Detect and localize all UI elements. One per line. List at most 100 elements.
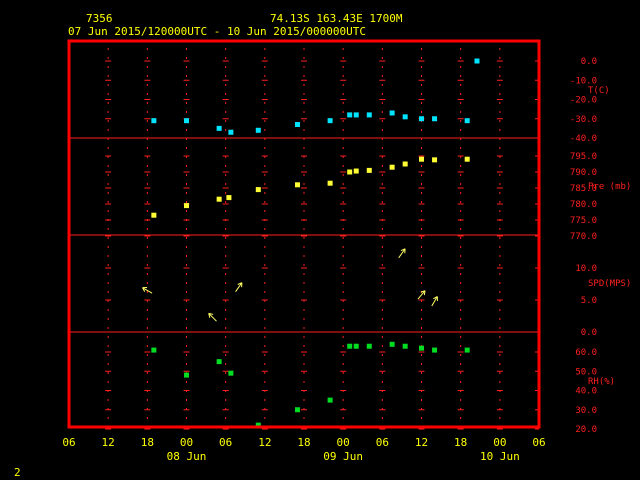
data-point — [216, 359, 222, 365]
data-point — [366, 167, 372, 173]
data-point — [366, 112, 372, 118]
data-point — [464, 156, 470, 162]
data-point — [255, 127, 261, 133]
y-tick-label: 790.0 — [570, 168, 597, 178]
station-location: 74.13S 163.43E 1700M — [270, 12, 403, 25]
y-tick-label: 40.0 — [575, 387, 597, 397]
data-point — [327, 118, 333, 124]
x-tick-label: 00 — [337, 436, 350, 449]
data-point — [327, 180, 333, 186]
data-point — [216, 125, 222, 131]
data-point — [347, 112, 353, 118]
data-point — [474, 58, 480, 64]
x-tick-label: 18 — [141, 436, 154, 449]
station-id: 7356 — [86, 12, 113, 25]
data-point — [327, 397, 333, 403]
data-point — [255, 187, 261, 193]
wind-arrow — [235, 282, 243, 292]
wind-arrow — [208, 312, 217, 322]
panel-label: SPD(MPS) — [588, 279, 631, 289]
y-tick-label: 20.0 — [575, 425, 597, 435]
grid-layer — [69, 48, 539, 430]
data-point — [402, 343, 408, 349]
y-tick-label: 780.0 — [570, 200, 597, 210]
data-point — [353, 112, 359, 118]
data-point — [366, 343, 372, 349]
panel-label: RH(%) — [588, 377, 615, 387]
x-tick-label: 18 — [454, 436, 467, 449]
data-point — [184, 372, 189, 378]
data-point — [419, 156, 424, 162]
x-tick-label: 00 — [180, 436, 193, 449]
x-date-label: 09 Jun — [323, 450, 363, 463]
data-point — [151, 118, 157, 124]
y-tick-label: 0.0 — [581, 328, 597, 338]
data-point — [294, 182, 300, 188]
panel-label: Pre (mb) — [588, 182, 631, 192]
x-tick-label: 00 — [493, 436, 506, 449]
x-tick-label: 06 — [62, 436, 75, 449]
data-point — [432, 116, 438, 122]
data-point — [432, 157, 438, 163]
y-tick-label: -20.0 — [570, 96, 597, 106]
y-tick-label: -10.0 — [570, 76, 597, 86]
data-layer — [142, 58, 480, 428]
y-tick-label: -30.0 — [570, 115, 597, 125]
wind-arrow — [417, 290, 426, 300]
x-date-label: 08 Jun — [167, 450, 207, 463]
plot-frame — [67, 39, 541, 429]
data-point — [228, 370, 234, 376]
data-point — [347, 169, 353, 175]
data-point — [228, 129, 234, 135]
y-tick-label: 30.0 — [575, 406, 597, 416]
wind-arrow — [398, 248, 406, 259]
y-tick-label: 775.0 — [570, 216, 597, 226]
x-tick-label: 18 — [297, 436, 310, 449]
data-point — [184, 118, 189, 124]
data-point — [464, 347, 470, 353]
wind-arrow — [431, 296, 438, 307]
data-point — [419, 345, 424, 351]
data-point — [464, 118, 470, 124]
data-point — [419, 116, 424, 122]
wind-arrow — [142, 287, 153, 294]
page-number: 2 — [14, 466, 21, 479]
x-tick-label: 12 — [415, 436, 428, 449]
y-tick-label: 50.0 — [575, 367, 597, 377]
data-point — [255, 422, 261, 428]
x-tick-label: 06 — [376, 436, 389, 449]
axis-labels: 0.0 -10.0 -20.0 -30.0 -40.0 T(C) 795.0 790.0 785… — [62, 57, 631, 463]
data-point — [184, 203, 189, 209]
time-period: 07 Jun 2015/120000UTC - 10 Jun 2015/0000… — [68, 25, 366, 38]
data-point — [353, 168, 359, 174]
x-tick-label: 06 — [532, 436, 545, 449]
data-point — [216, 196, 222, 202]
data-point — [389, 164, 395, 170]
data-point — [294, 122, 300, 128]
data-point — [151, 212, 157, 218]
x-tick-label: 12 — [258, 436, 271, 449]
data-point — [402, 114, 408, 120]
data-point — [389, 341, 395, 347]
data-point — [353, 343, 359, 349]
x-date-label: 10 Jun — [480, 450, 520, 463]
data-point — [347, 343, 353, 349]
x-tick-label: 12 — [102, 436, 115, 449]
data-point — [226, 195, 232, 201]
data-point — [402, 161, 408, 167]
y-tick-label: 770.0 — [570, 232, 597, 242]
y-tick-label: 795.0 — [570, 152, 597, 162]
y-tick-label: 5.0 — [581, 296, 597, 306]
data-point — [432, 347, 438, 353]
panel-label: T(C) — [588, 86, 610, 96]
data-point — [294, 407, 300, 413]
y-tick-label: 785.0 — [570, 184, 597, 194]
data-point — [389, 110, 395, 116]
y-tick-label: 10.0 — [575, 264, 597, 274]
y-tick-label: 60.0 — [575, 348, 597, 358]
y-tick-label: -40.0 — [570, 134, 597, 144]
x-tick-label: 06 — [219, 436, 232, 449]
data-point — [151, 347, 157, 353]
y-tick-label: 0.0 — [581, 57, 597, 67]
